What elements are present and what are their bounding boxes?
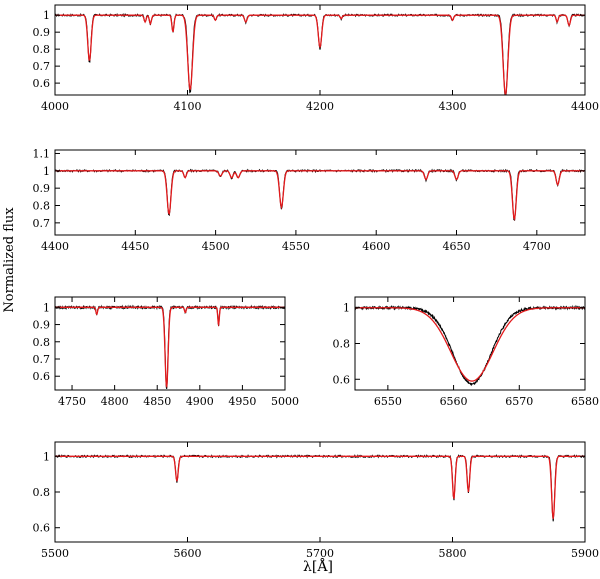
y-tick-label: 0.7 xyxy=(33,217,51,230)
y-tick-label: 0.8 xyxy=(33,43,51,56)
x-tick-label: 6580 xyxy=(571,395,599,408)
y-tick-label: 0.6 xyxy=(33,522,51,535)
y-tick-label: 0.9 xyxy=(33,182,51,195)
y-tick-label: 0.8 xyxy=(33,336,51,349)
y-tick-label: 0.8 xyxy=(33,200,51,213)
model-spectrum xyxy=(355,307,585,382)
y-tick-label: 0.8 xyxy=(33,486,51,499)
y-tick-label: 1 xyxy=(43,450,50,463)
y-tick-label: 0.6 xyxy=(33,77,51,90)
x-tick-label: 4500 xyxy=(202,240,230,253)
panel-5500-5900: 5500 5600 5700 5800 5900 0.6 0.8 1 xyxy=(33,441,599,560)
x-tick-label: 5500 xyxy=(41,547,69,560)
y-tick-label: 0.7 xyxy=(33,60,51,73)
y-tick-label: 0.8 xyxy=(333,338,351,351)
model-spectrum xyxy=(55,306,285,389)
x-tick-label: 4400 xyxy=(41,240,69,253)
x-tick-label: 4850 xyxy=(143,395,171,408)
y-tick-label: 1.1 xyxy=(33,147,51,160)
x-tick-label: 4450 xyxy=(121,240,149,253)
x-tick-label: 5000 xyxy=(271,395,299,408)
model-spectrum xyxy=(55,14,585,95)
panel-4400-4730: 4400 4450 4500 4550 4600 4650 4700 0.7 0.8 0.9 1 1.… xyxy=(33,147,586,253)
y-tick-label: 0.7 xyxy=(33,353,51,366)
panel-4000-4400: 4000 4100 4200 4300 4400 0.6 0.7 0.8 0.9 1 xyxy=(33,4,599,113)
x-tick-label: 6570 xyxy=(505,395,533,408)
x-tick-label: 4100 xyxy=(174,100,202,113)
model-spectrum xyxy=(55,170,585,221)
panel-frame xyxy=(354,296,586,391)
x-tick-label: 4200 xyxy=(306,100,334,113)
y-tick-label: 0.9 xyxy=(33,26,51,39)
x-tick-label: 4000 xyxy=(41,100,69,113)
y-axis-label: Normalized flux xyxy=(2,207,17,313)
x-tick-label: 4700 xyxy=(523,240,551,253)
x-tick-label: 5900 xyxy=(571,547,599,560)
x-tick-label: 5700 xyxy=(306,547,334,560)
x-tick-label: 5800 xyxy=(439,547,467,560)
x-tick-label: 4650 xyxy=(443,240,471,253)
x-tick-label: 4950 xyxy=(228,395,256,408)
x-axis-label: λ[Å] xyxy=(303,557,333,575)
panel-h-alpha: 6550 6560 6570 6580 0.6 0.8 1 xyxy=(333,296,599,408)
x-tick-label: 4600 xyxy=(362,240,390,253)
observed-spectrum xyxy=(355,304,585,387)
panel-frame xyxy=(54,149,586,236)
panel-frame xyxy=(54,296,286,391)
observed-spectrum xyxy=(55,168,585,221)
panel-frame xyxy=(54,4,586,96)
y-tick-label: 1 xyxy=(43,9,50,22)
y-tick-label: 0.6 xyxy=(333,373,351,386)
x-tick-label: 6560 xyxy=(440,395,468,408)
x-tick-label: 4400 xyxy=(571,100,599,113)
y-tick-label: 0.9 xyxy=(33,319,51,332)
x-tick-label: 4800 xyxy=(101,395,129,408)
observed-spectrum xyxy=(55,12,585,95)
x-tick-label: 4550 xyxy=(282,240,310,253)
y-tick-label: 1 xyxy=(43,301,50,314)
panel-4730-5000: 4750 4800 4850 4900 4950 5000 0.6 0.7 0.8 0.9 1 xyxy=(33,296,299,408)
x-tick-label: 5600 xyxy=(174,547,202,560)
x-tick-label: 4750 xyxy=(58,395,86,408)
observed-spectrum xyxy=(55,454,585,522)
x-tick-label: 4300 xyxy=(439,100,467,113)
model-spectrum xyxy=(55,455,585,519)
y-tick-label: 1 xyxy=(343,302,350,315)
x-tick-label: 4900 xyxy=(186,395,214,408)
y-tick-label: 1 xyxy=(43,165,50,178)
x-tick-label: 6550 xyxy=(374,395,402,408)
y-tick-label: 0.6 xyxy=(33,370,51,383)
